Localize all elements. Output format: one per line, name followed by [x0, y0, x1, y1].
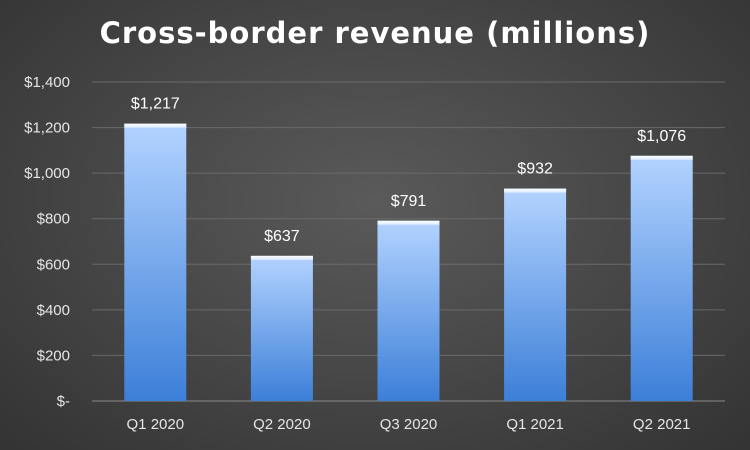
data-label: $1,217: [131, 96, 180, 113]
bar-top-highlight: [124, 123, 187, 128]
bar-top-highlight: [630, 155, 693, 160]
x-tick-label: Q1 2020: [127, 416, 185, 433]
data-label: $1,076: [637, 128, 686, 145]
bar-top-highlight: [377, 220, 440, 225]
y-tick-label: $800: [37, 211, 70, 228]
x-tick-label: Q3 2020: [380, 416, 438, 433]
bar-top-highlight: [504, 188, 567, 193]
y-tick-label: $-: [57, 393, 70, 410]
y-tick-label: $200: [37, 347, 70, 364]
x-tick-label: Q1 2021: [506, 416, 564, 433]
data-label: $932: [517, 161, 553, 178]
y-tick-label: $1,000: [24, 165, 70, 182]
bar-top-highlight: [250, 255, 313, 260]
y-tick-label: $400: [37, 302, 70, 319]
bar: [504, 188, 567, 401]
data-label: $637: [264, 228, 300, 245]
y-tick-label: $600: [37, 256, 70, 273]
bar: [377, 220, 440, 401]
data-label: $791: [391, 193, 427, 210]
chart-title: Cross-border revenue (millions): [99, 16, 651, 50]
bar: [250, 255, 313, 401]
bar: [124, 123, 187, 401]
y-tick-label: $1,200: [24, 120, 70, 137]
bar: [630, 155, 693, 401]
x-tick-label: Q2 2020: [253, 416, 311, 433]
x-tick-label: Q2 2021: [633, 416, 691, 433]
y-tick-label: $1,400: [24, 74, 70, 91]
